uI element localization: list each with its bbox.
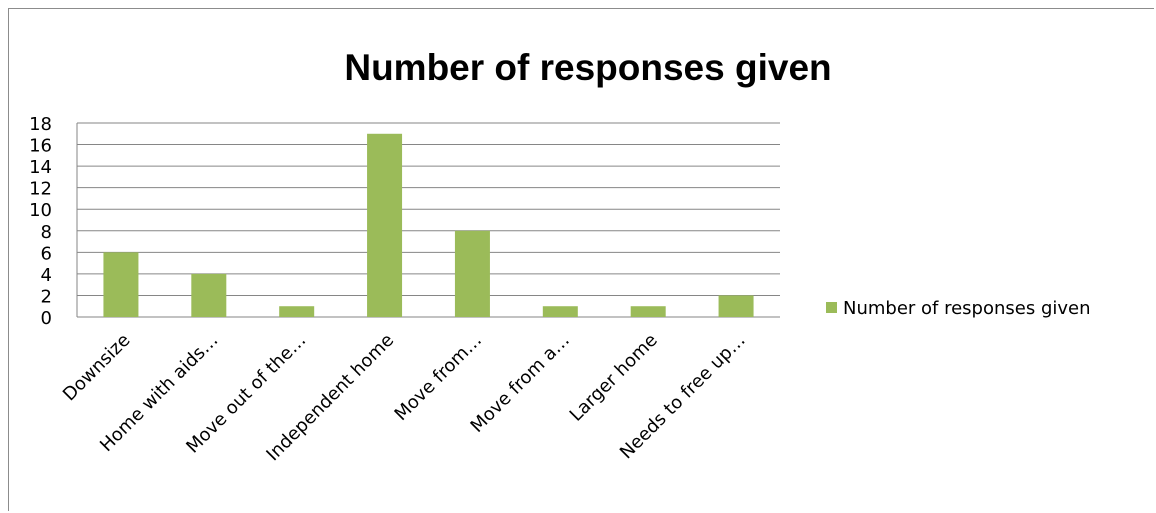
y-tick-label: 18: [29, 114, 52, 135]
grid-lines: [76, 122, 780, 318]
y-tick-label: 4: [41, 265, 52, 286]
legend-label: Number of responses given: [843, 298, 1091, 319]
bar: [542, 306, 578, 317]
y-tick-label: 10: [29, 200, 52, 221]
bar: [103, 252, 139, 317]
bar: [191, 273, 227, 317]
bar: [279, 306, 315, 317]
y-tick-label: 6: [41, 243, 52, 264]
y-tick-label: 16: [29, 136, 52, 157]
y-tick-label: 12: [29, 179, 52, 200]
y-tick-label: 14: [29, 157, 52, 178]
chart-title: Number of responses given: [344, 47, 831, 88]
y-tick-label: 2: [41, 286, 52, 307]
x-category-label: Move from…: [391, 330, 486, 425]
bars: [103, 133, 754, 317]
legend-swatch: [826, 302, 837, 313]
y-tick-label: 0: [41, 308, 52, 329]
chart-frame: [8, 8, 1154, 511]
bar: [718, 295, 754, 317]
x-category-label: Downsize: [59, 330, 135, 406]
x-category-label: Larger home: [566, 330, 662, 426]
bar: [454, 230, 490, 317]
y-tick-label: 8: [41, 222, 52, 243]
bar: [367, 133, 403, 317]
legend: Number of responses given: [826, 298, 1091, 319]
bar: [630, 306, 666, 317]
